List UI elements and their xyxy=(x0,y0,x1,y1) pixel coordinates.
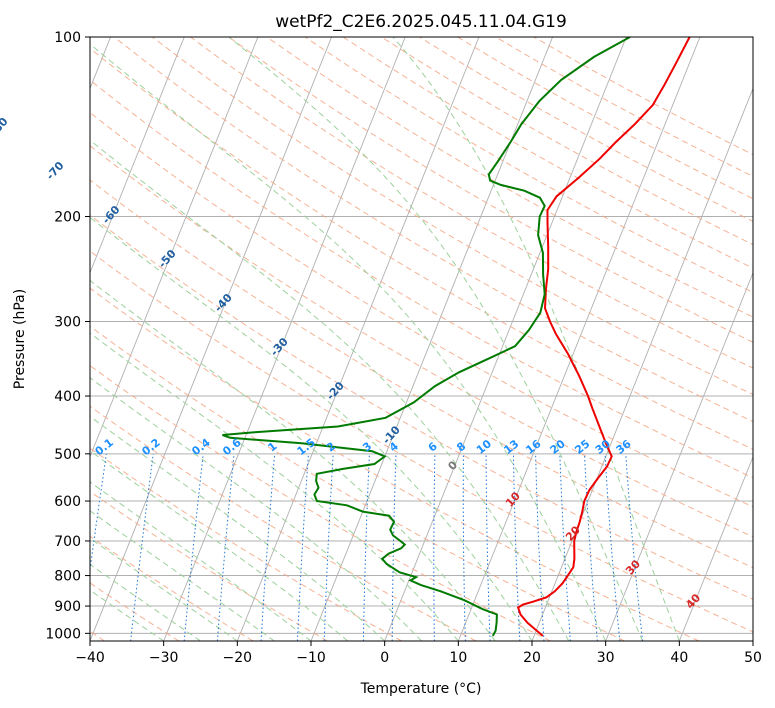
mixing-ratio-line xyxy=(625,453,644,641)
mixing-ratio-line xyxy=(513,453,521,641)
mixing-ratio-line xyxy=(462,453,466,641)
isotherm-line xyxy=(457,37,701,641)
isotherm-line xyxy=(236,37,480,641)
x-tick-label: −30 xyxy=(149,650,179,666)
isotherm-line xyxy=(531,87,753,641)
y-tick-label: 800 xyxy=(54,569,81,585)
dry-adiabat xyxy=(90,47,753,450)
x-tick-label: 50 xyxy=(744,650,762,666)
dry-adiabat xyxy=(90,447,402,641)
mixing-ratio-line xyxy=(535,453,545,641)
mixing-ratio-line xyxy=(433,453,436,641)
isotherm-line xyxy=(605,271,753,641)
x-axis: −40 −30 −20 −10 0 10 20 30 40 50 xyxy=(75,641,762,666)
x-tick-label: 20 xyxy=(523,650,541,666)
moist-adiabat xyxy=(228,37,643,641)
dry-adiabat xyxy=(90,179,753,569)
chart-title: wetPf2_C2E6.2025.045.11.04.G19 xyxy=(275,12,567,32)
mixing-ratio-line xyxy=(559,453,571,641)
dry-adiabat xyxy=(90,490,328,641)
dry-adiabat xyxy=(113,37,753,423)
moist-adiabat xyxy=(90,139,570,641)
y-tick-label: 900 xyxy=(54,599,81,615)
dry-adiabat xyxy=(90,214,753,600)
x-tick-label: −20 xyxy=(223,650,253,666)
isotherm-line xyxy=(90,37,259,459)
mixing-ratio-line xyxy=(297,453,309,641)
x-axis-label: Temperature (°C) xyxy=(360,681,482,697)
moist-adiabat xyxy=(90,589,164,641)
mixing-ratio-line xyxy=(183,453,204,641)
y-tick-label: 1000 xyxy=(45,626,81,642)
isotherm-line xyxy=(90,37,333,641)
moist-adiabat xyxy=(90,563,201,641)
x-tick-label: 10 xyxy=(449,650,467,666)
moist-adiabat xyxy=(90,377,422,641)
dry-adiabat xyxy=(90,111,753,508)
moist-adiabat xyxy=(90,216,533,641)
isotherm-line xyxy=(163,37,406,641)
temperature-profile xyxy=(516,37,691,637)
y-tick-label: 200 xyxy=(54,210,81,226)
mixing-ratio-line xyxy=(323,453,334,641)
dry-adiabat xyxy=(90,365,551,641)
x-tick-label: 30 xyxy=(597,650,615,666)
y-tick-label: 300 xyxy=(54,315,81,331)
moist-adiabat xyxy=(90,43,607,641)
moist-adiabat xyxy=(90,332,459,641)
moist-adiabat xyxy=(90,537,238,641)
plot-frame xyxy=(89,36,754,642)
x-tick-label: −40 xyxy=(75,650,105,666)
mixing-ratio-line xyxy=(391,453,397,641)
mixing-ratio-line xyxy=(216,453,235,641)
dry-adiabat xyxy=(90,535,254,641)
moist-adiabat xyxy=(392,37,680,641)
isotherm-line xyxy=(90,37,185,274)
x-tick-label: −10 xyxy=(296,650,326,666)
dewpoint-profile xyxy=(222,37,631,637)
mixing-ratio-line xyxy=(362,453,370,641)
grid-layer xyxy=(90,37,753,641)
dry-adiabat xyxy=(90,250,753,633)
y-tick-label: 500 xyxy=(54,447,81,463)
mixing-ratio-line xyxy=(485,453,491,641)
dry-adiabat xyxy=(266,37,753,318)
y-tick-label: 600 xyxy=(54,494,81,510)
moist-adiabat xyxy=(90,481,312,641)
y-axis: 100 200 300 400 500 600 700 800 900 1000 xyxy=(45,30,90,642)
isotherm-label: -80 xyxy=(0,115,11,139)
x-tick-label: 0 xyxy=(380,650,389,666)
dry-adiabat xyxy=(90,145,753,538)
isotherm-line xyxy=(384,37,627,641)
dry-adiabat xyxy=(90,405,477,641)
moist-adiabat xyxy=(90,510,275,641)
mixing-ratio-line xyxy=(604,453,621,641)
moist-adiabat xyxy=(90,450,349,641)
dry-adiabat xyxy=(228,37,753,343)
y-axis-label: Pressure (hPa) xyxy=(12,289,28,389)
isotherm-line xyxy=(678,455,753,641)
y-tick-label: 100 xyxy=(54,30,81,46)
y-tick-label: 700 xyxy=(54,534,81,550)
x-tick-label: 40 xyxy=(670,650,688,666)
mixing-ratio-line xyxy=(260,453,276,641)
series-layer xyxy=(222,37,691,637)
dry-adiabat xyxy=(90,287,700,641)
y-tick-label: 400 xyxy=(54,389,81,405)
moist-adiabat xyxy=(90,415,386,641)
